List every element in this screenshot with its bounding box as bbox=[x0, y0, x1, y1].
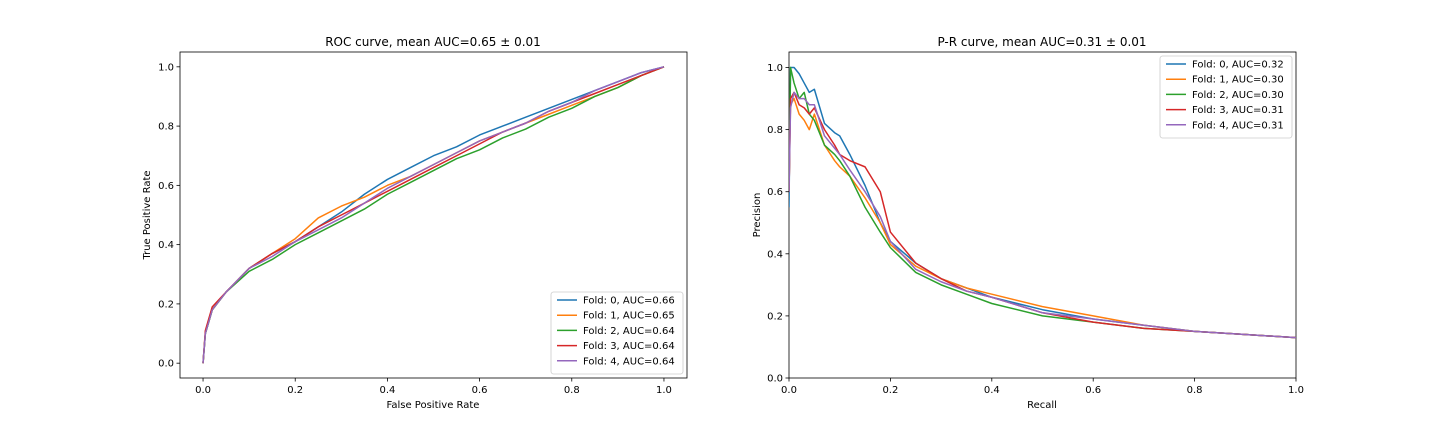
pr-legend-entry: Fold: 0, AUC=0.32 bbox=[1192, 60, 1284, 71]
roc-y-tick-label: 0.8 bbox=[158, 122, 174, 133]
pr-legend-entry: Fold: 3, AUC=0.31 bbox=[1192, 105, 1284, 116]
pr-axes-frame bbox=[788, 51, 1297, 379]
roc-series-line-fold-2 bbox=[202, 66, 665, 364]
pr-y-tick-label: 1.0 bbox=[767, 63, 783, 74]
pr-y-tick-label: 0.0 bbox=[767, 374, 783, 385]
roc-y-tick-label: 0.6 bbox=[158, 181, 174, 192]
roc-x-axis-label: False Positive Rate bbox=[387, 400, 480, 411]
roc-legend-entry: Fold: 0, AUC=0.66 bbox=[583, 296, 675, 307]
roc-x-tick-label: 0.0 bbox=[195, 385, 211, 396]
roc-axes-frame bbox=[179, 51, 688, 379]
pr-series-line-fold-1 bbox=[789, 97, 1296, 339]
roc-y-tick-label: 0.4 bbox=[158, 240, 174, 251]
roc-x-tick-label: 1.0 bbox=[656, 385, 672, 396]
pr-x-tick-label: 0.8 bbox=[1187, 385, 1203, 396]
pr-series-group bbox=[789, 66, 1296, 339]
pr-series-line-fold-4 bbox=[789, 91, 1296, 339]
roc-legend-box bbox=[550, 291, 684, 375]
roc-legend-entry: Fold: 4, AUC=0.64 bbox=[583, 356, 675, 367]
pr-x-tick-label: 0.0 bbox=[781, 385, 797, 396]
roc-x-tick-label: 0.6 bbox=[472, 385, 488, 396]
pr-x-tick-label: 0.4 bbox=[984, 385, 1000, 396]
pr-series-line-fold-3 bbox=[789, 91, 1296, 339]
roc-title: ROC curve, mean AUC=0.65 ± 0.01 bbox=[325, 35, 541, 49]
roc-y-axis-label: True Positive Rate bbox=[142, 170, 153, 260]
pr-x-tick-label: 0.6 bbox=[1085, 385, 1101, 396]
pr-y-tick-label: 0.2 bbox=[767, 311, 783, 322]
pr-y-tick-label: 0.6 bbox=[767, 187, 783, 198]
roc-x-tick-label: 0.8 bbox=[564, 385, 580, 396]
roc-legend-entry: Fold: 3, AUC=0.64 bbox=[583, 341, 675, 352]
roc-y-tick-label: 1.0 bbox=[158, 62, 174, 73]
pr-title: P-R curve, mean AUC=0.31 ± 0.01 bbox=[937, 35, 1146, 49]
roc-legend-entry: Fold: 1, AUC=0.65 bbox=[583, 311, 675, 322]
pr-x-tick-label: 0.2 bbox=[882, 385, 898, 396]
roc-series-group bbox=[202, 66, 665, 364]
roc-y-tick-label: 0.2 bbox=[158, 299, 174, 310]
roc-y-tick-label: 0.0 bbox=[158, 359, 174, 370]
roc-series-line-fold-4 bbox=[202, 66, 665, 364]
pr-legend-box bbox=[1159, 55, 1293, 139]
roc-panel: ROC curve, mean AUC=0.65 ± 0.01 False Po… bbox=[142, 35, 688, 411]
pr-x-tick-label: 1.0 bbox=[1288, 385, 1304, 396]
pr-y-tick-label: 0.4 bbox=[767, 249, 783, 260]
roc-legend-entry: Fold: 2, AUC=0.64 bbox=[583, 326, 675, 337]
roc-legend: Fold: 0, AUC=0.66 Fold: 1, AUC=0.65 Fold: … bbox=[550, 291, 684, 375]
pr-y-axis-label: Precision bbox=[752, 193, 763, 238]
pr-panel: P-R curve, mean AUC=0.31 ± 0.01 Recall P… bbox=[752, 35, 1304, 411]
pr-legend-entry: Fold: 2, AUC=0.30 bbox=[1192, 90, 1284, 101]
pr-x-axis-label: Recall bbox=[1027, 400, 1057, 411]
pr-legend-entry: Fold: 4, AUC=0.31 bbox=[1192, 120, 1284, 131]
pr-legend-entry: Fold: 1, AUC=0.30 bbox=[1192, 75, 1284, 86]
roc-x-tick-label: 0.4 bbox=[379, 385, 395, 396]
roc-x-tick-label: 0.2 bbox=[287, 385, 303, 396]
pr-y-tick-label: 0.8 bbox=[767, 125, 783, 136]
pr-legend: Fold: 0, AUC=0.32 Fold: 1, AUC=0.30 Fold: … bbox=[1159, 55, 1293, 139]
